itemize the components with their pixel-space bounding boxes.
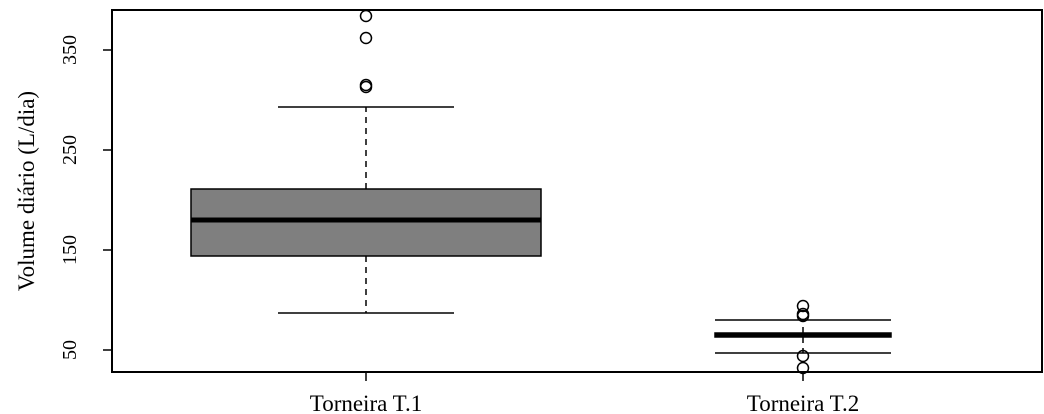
outlier-point: [796, 349, 810, 363]
y-tick-label: 350: [59, 35, 81, 65]
y-tick-label: 50: [59, 340, 81, 360]
boxes: [190, 9, 892, 375]
outlier-point: [359, 9, 373, 23]
box-1: [190, 9, 542, 314]
y-axis-label: Volume diário (L/dia): [14, 91, 39, 291]
y-tick-label: 150: [59, 235, 81, 265]
outlier-point: [359, 31, 373, 45]
outlier-point: [796, 299, 810, 313]
outlier-point: [796, 309, 810, 323]
y-axis: 50 150 250 350: [59, 35, 113, 360]
y-tick-label: 250: [59, 135, 81, 165]
outlier-point: [359, 80, 373, 94]
x-axis: Torneira T.1 Torneira T.2: [310, 372, 860, 414]
box-2: [714, 299, 892, 375]
x-tick-label: Torneira T.1: [310, 391, 423, 414]
x-tick-label: Torneira T.2: [747, 391, 860, 414]
outlier-point: [796, 361, 810, 375]
